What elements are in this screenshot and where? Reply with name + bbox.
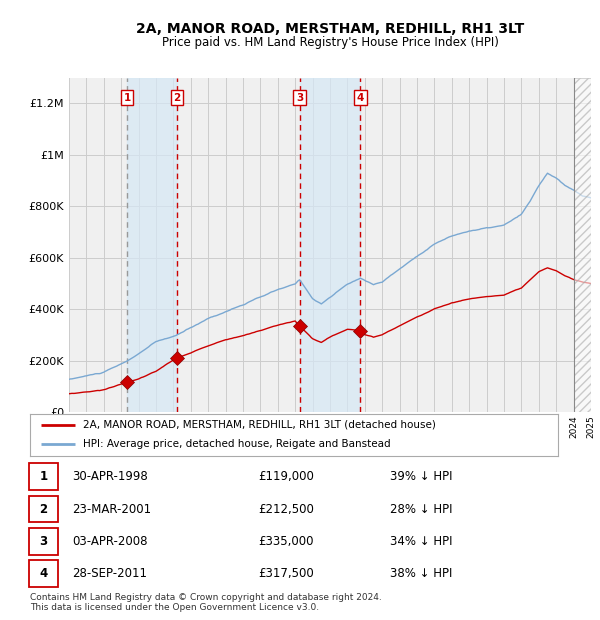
Bar [127,78,177,412]
Text: 4: 4 [40,567,47,580]
Text: 23-MAR-2001: 23-MAR-2001 [72,503,151,515]
Text: 4: 4 [357,92,364,102]
Text: 1: 1 [40,471,47,483]
Text: 28-SEP-2011: 28-SEP-2011 [72,567,147,580]
Text: 2A, MANOR ROAD, MERSTHAM, REDHILL, RH1 3LT: 2A, MANOR ROAD, MERSTHAM, REDHILL, RH1 3… [136,22,524,36]
Text: £212,500: £212,500 [258,503,314,515]
Text: 30-APR-1998: 30-APR-1998 [72,471,148,483]
Text: 2: 2 [40,503,47,515]
Text: 03-APR-2008: 03-APR-2008 [72,535,148,547]
Text: £119,000: £119,000 [258,471,314,483]
Text: 28% ↓ HPI: 28% ↓ HPI [390,503,452,515]
Text: 2: 2 [173,92,181,102]
Text: 3: 3 [296,92,303,102]
Text: £335,000: £335,000 [258,535,314,547]
Bar [574,78,591,412]
Text: 34% ↓ HPI: 34% ↓ HPI [390,535,452,547]
Text: 3: 3 [40,535,47,547]
Text: 38% ↓ HPI: 38% ↓ HPI [390,567,452,580]
Text: Contains HM Land Registry data © Crown copyright and database right 2024.
This d: Contains HM Land Registry data © Crown c… [30,593,382,612]
Bar [299,78,361,412]
Text: 39% ↓ HPI: 39% ↓ HPI [390,471,452,483]
Text: 1: 1 [124,92,131,102]
Text: £317,500: £317,500 [258,567,314,580]
Text: 2A, MANOR ROAD, MERSTHAM, REDHILL, RH1 3LT (detached house): 2A, MANOR ROAD, MERSTHAM, REDHILL, RH1 3… [83,420,436,430]
Text: HPI: Average price, detached house, Reigate and Banstead: HPI: Average price, detached house, Reig… [83,440,391,450]
Text: Price paid vs. HM Land Registry's House Price Index (HPI): Price paid vs. HM Land Registry's House … [161,36,499,49]
